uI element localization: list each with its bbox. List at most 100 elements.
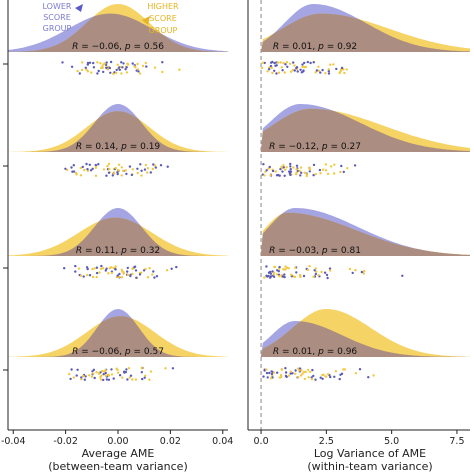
- jitter-dot: [319, 376, 322, 379]
- jitter-dot: [81, 61, 84, 64]
- jitter-dot: [339, 373, 342, 376]
- jitter-dot: [293, 64, 296, 67]
- jitter-dot: [74, 270, 77, 273]
- jitter-dot: [282, 164, 285, 167]
- jitter-dot: [263, 369, 266, 372]
- jitter-dot: [82, 275, 85, 278]
- jitter-dot: [152, 270, 155, 273]
- jitter-dot: [312, 61, 315, 64]
- jitter-dot: [294, 266, 297, 269]
- jitter-dot: [102, 373, 105, 376]
- jitter-dot: [113, 172, 116, 175]
- jitter-dot: [265, 169, 268, 172]
- jitter-dot: [305, 173, 309, 176]
- jitter-dot: [76, 368, 79, 371]
- x-tick-label: -0.02: [53, 436, 78, 447]
- jitter-dot: [133, 65, 136, 68]
- jitter-dot: [66, 168, 69, 172]
- jitter-dot: [324, 169, 328, 172]
- jitter-dot: [301, 372, 304, 375]
- jitter-dot: [339, 170, 342, 174]
- jitter-dot: [70, 368, 73, 371]
- legend-lower-line3: GROUP: [43, 24, 72, 33]
- jitter-dot: [363, 269, 366, 273]
- jitter-dot: [102, 70, 105, 74]
- jitter-dot: [263, 61, 266, 65]
- jitter-dot: [86, 267, 89, 271]
- correlation-label: R = 0.01, p = 0.96: [273, 347, 358, 357]
- jitter-dot: [287, 374, 291, 377]
- jitter-dot: [148, 266, 151, 270]
- x-tick-label: 7.5: [449, 436, 464, 447]
- jitter-dot: [143, 168, 147, 171]
- jitter-dot: [303, 377, 306, 381]
- jitter-dot: [271, 270, 274, 273]
- density-overlap: [8, 111, 228, 152]
- jitter-dot: [88, 374, 91, 377]
- jitter-dot: [271, 60, 274, 64]
- jitter-dot: [300, 374, 303, 377]
- density-overlap: [248, 321, 470, 357]
- jitter-dot: [300, 171, 303, 174]
- jitter-dot: [120, 61, 123, 64]
- jitter-dot: [91, 275, 95, 279]
- jitter-dots-row-1: [61, 60, 181, 76]
- jitter-dot: [326, 172, 330, 176]
- jitter-dot: [293, 275, 297, 279]
- jitter-dot: [362, 272, 365, 275]
- jitter-dot: [325, 273, 329, 277]
- jitter-dot: [312, 163, 316, 167]
- correlation-label: R = −0.06, p = 0.57: [72, 347, 164, 357]
- jitter-dot: [299, 174, 302, 177]
- jitter-dot: [295, 168, 298, 171]
- jitter-dot: [269, 64, 273, 68]
- jitter-dot: [284, 367, 287, 370]
- correlation-label: R = −0.06, p = 0.56: [72, 42, 164, 52]
- jitter-dot: [105, 267, 108, 270]
- jitter-dot: [129, 274, 132, 278]
- jitter-dot: [126, 266, 129, 270]
- jitter-dot: [89, 169, 93, 172]
- density-overlap: [8, 316, 228, 357]
- jitter-dot: [276, 371, 279, 374]
- jitter-dot: [282, 166, 285, 169]
- jitter-dot: [317, 69, 320, 72]
- jitter-dot: [149, 171, 152, 174]
- jitter-dot: [97, 69, 100, 73]
- jitter-dot: [303, 65, 306, 69]
- right-xlabel: Log Variance of AME: [314, 447, 426, 460]
- jitter-dot: [110, 271, 114, 275]
- jitter-dot: [329, 63, 332, 66]
- density-row-3: R = 0.11, p = 0.32: [8, 208, 228, 256]
- jitter-dot: [274, 170, 277, 173]
- jitter-dot: [358, 368, 362, 371]
- jitter-dot: [276, 61, 280, 64]
- x-tick-label: -0.04: [1, 436, 26, 447]
- jitter-dot: [372, 374, 375, 377]
- jitter-dot: [309, 61, 312, 65]
- jitter-dot: [289, 165, 292, 168]
- jitter-dot: [88, 61, 92, 64]
- jitter-dot: [282, 61, 285, 65]
- jitter-dot: [145, 65, 148, 68]
- jitter-dot: [281, 69, 284, 72]
- jitter-dot: [153, 66, 157, 69]
- jitter-dot: [267, 68, 271, 71]
- jitter-dot: [275, 72, 278, 75]
- jitter-dot: [154, 166, 157, 169]
- density-overlap: [248, 212, 470, 256]
- jitter-dot: [144, 61, 147, 65]
- jitter-dot: [339, 70, 342, 73]
- jitter-dot: [120, 268, 124, 271]
- jitter-dot: [282, 268, 286, 271]
- jitter-dot: [315, 69, 319, 72]
- jitter-dot: [131, 168, 134, 171]
- density-row-1: R = 0.01, p = 0.92: [248, 4, 470, 53]
- jitter-dot: [92, 61, 95, 65]
- jitter-dot: [348, 267, 352, 271]
- jitter-dot: [93, 376, 96, 380]
- jitter-dot: [140, 366, 143, 370]
- jitter-dot: [109, 266, 113, 269]
- jitter-dot: [333, 163, 336, 166]
- jitter-dot: [94, 163, 98, 167]
